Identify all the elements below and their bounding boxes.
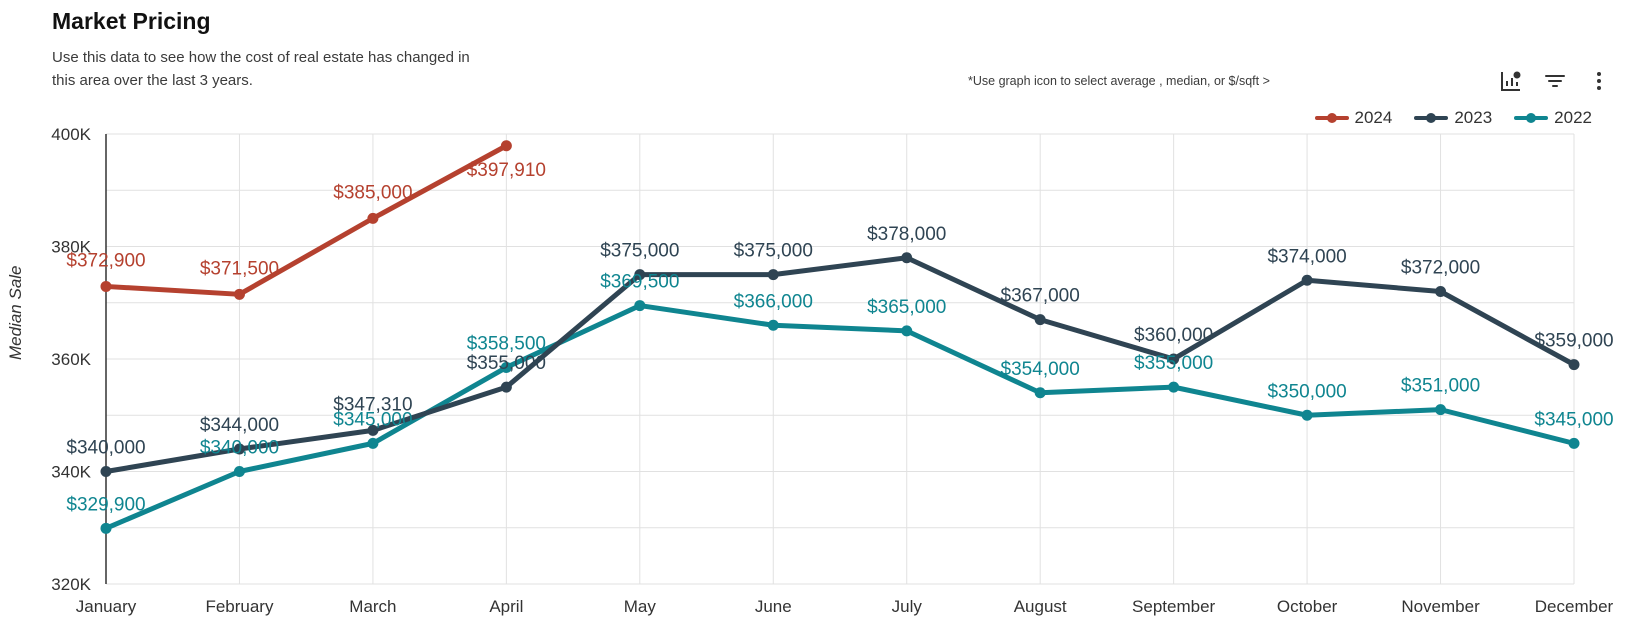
data-point-2022 <box>367 437 379 449</box>
graph-icon-hint: *Use graph icon to select average , medi… <box>968 74 1270 88</box>
filter-icon[interactable] <box>1540 68 1570 94</box>
legend-item-2022[interactable]: 2022 <box>1514 108 1592 128</box>
data-label-2023: $367,000 <box>1001 286 1080 307</box>
data-label-2022: $345,000 <box>333 409 412 430</box>
x-tick-label: May <box>624 597 657 616</box>
data-point-2023 <box>367 424 379 436</box>
chart-settings-icon[interactable] <box>1496 68 1526 94</box>
data-label-2023: $374,000 <box>1267 246 1346 267</box>
series-line-2024 <box>103 143 509 297</box>
data-point-2023 <box>1301 274 1313 286</box>
data-point-2023 <box>1435 286 1447 297</box>
data-point-2022 <box>1568 437 1580 449</box>
data-label-2022: $355,000 <box>1134 353 1213 374</box>
x-tick-label: February <box>205 597 274 616</box>
data-point-2023 <box>1568 359 1580 371</box>
data-label-2022: $350,000 <box>1267 381 1346 402</box>
data-label-2023: $378,000 <box>867 224 946 245</box>
data-label-2023: $344,000 <box>200 415 279 436</box>
data-point-2023 <box>901 252 913 264</box>
data-point-2024 <box>367 212 379 224</box>
data-label-2023: $355,000 <box>467 353 546 374</box>
x-tick-label: November <box>1401 597 1480 616</box>
series-line-2022 <box>103 303 1577 531</box>
y-tick-label: 380K <box>51 238 91 257</box>
data-label-2024: $372,900 <box>66 250 145 271</box>
data-label-2024: $397,910 <box>467 160 546 181</box>
more-vertical-icon[interactable] <box>1584 68 1614 94</box>
data-point-2022 <box>1034 387 1046 399</box>
data-label-2022: $329,900 <box>66 494 145 515</box>
data-label-2023: $359,000 <box>1534 331 1613 352</box>
data-point-2022 <box>233 466 245 477</box>
data-label-2023: $375,000 <box>600 241 679 262</box>
data-point-2022 <box>100 522 112 534</box>
data-label-2022: $351,000 <box>1401 376 1480 397</box>
data-label-2023: $372,000 <box>1401 258 1480 279</box>
data-point-2023 <box>1168 353 1180 365</box>
y-tick-label: 360K <box>51 350 91 369</box>
series-line-2023 <box>103 255 1577 474</box>
data-point-2023 <box>1034 314 1046 326</box>
data-point-2022 <box>767 319 779 331</box>
data-label-2022: $366,000 <box>734 291 813 312</box>
data-label-2022: $345,000 <box>1534 409 1613 430</box>
data-label-2023: $375,000 <box>734 241 813 262</box>
data-label-2023: $340,000 <box>66 438 145 459</box>
data-point-2023 <box>634 269 646 281</box>
legend-item-2023[interactable]: 2023 <box>1414 108 1492 128</box>
data-label-2023: $360,000 <box>1134 325 1213 346</box>
page-title: Market Pricing <box>52 8 211 34</box>
data-label-2022: $369,500 <box>600 272 679 293</box>
data-label-2022: $340,000 <box>200 438 279 459</box>
x-tick-label: January <box>76 597 137 616</box>
legend-label-2022: 2022 <box>1554 108 1592 127</box>
x-tick-label: October <box>1277 597 1338 616</box>
data-label-2024: $385,000 <box>333 182 412 203</box>
data-point-2022 <box>1435 404 1447 416</box>
data-point-2023 <box>233 443 245 455</box>
data-point-2023 <box>767 269 779 281</box>
data-point-2024 <box>100 280 112 292</box>
data-point-2022 <box>500 361 512 373</box>
data-label-2024: $371,500 <box>200 258 279 279</box>
legend-swatch-2022 <box>1514 112 1549 124</box>
legend-swatch-2024 <box>1314 112 1349 124</box>
x-tick-label: December <box>1535 597 1614 616</box>
data-label-2022: $365,000 <box>867 297 946 318</box>
legend-swatch-2023 <box>1414 112 1449 124</box>
x-tick-label: March <box>349 597 396 616</box>
x-tick-label: August <box>1014 597 1067 616</box>
data-point-2024 <box>233 288 245 300</box>
data-label-2022: $358,500 <box>467 333 546 354</box>
legend-item-2024[interactable]: 2024 <box>1314 108 1393 128</box>
legend-label-2023: 2023 <box>1454 108 1493 127</box>
chart-legend: 2024 2023 2022 <box>1314 108 1592 128</box>
x-tick-label: July <box>892 597 923 616</box>
chart-toolbar <box>1496 68 1614 94</box>
y-tick-label: 400K <box>51 125 91 144</box>
x-tick-label: April <box>489 597 523 616</box>
data-point-2023 <box>100 466 112 477</box>
data-point-2023 <box>500 381 512 393</box>
x-tick-label: September <box>1132 597 1215 616</box>
data-point-2022 <box>1301 409 1313 421</box>
x-tick-label: June <box>755 597 792 616</box>
data-label-2022: $354,000 <box>1001 359 1080 380</box>
data-point-2022 <box>1168 381 1180 393</box>
y-tick-label: 340K <box>51 463 91 482</box>
data-point-2024 <box>500 140 512 152</box>
legend-label-2024: 2024 <box>1354 108 1393 127</box>
page-subtitle: Use this data to see how the cost of rea… <box>52 49 470 89</box>
y-tick-label: 320K <box>51 575 91 594</box>
data-point-2022 <box>901 325 913 337</box>
data-label-2023: $347,310 <box>333 394 412 415</box>
data-point-2022 <box>634 300 646 312</box>
